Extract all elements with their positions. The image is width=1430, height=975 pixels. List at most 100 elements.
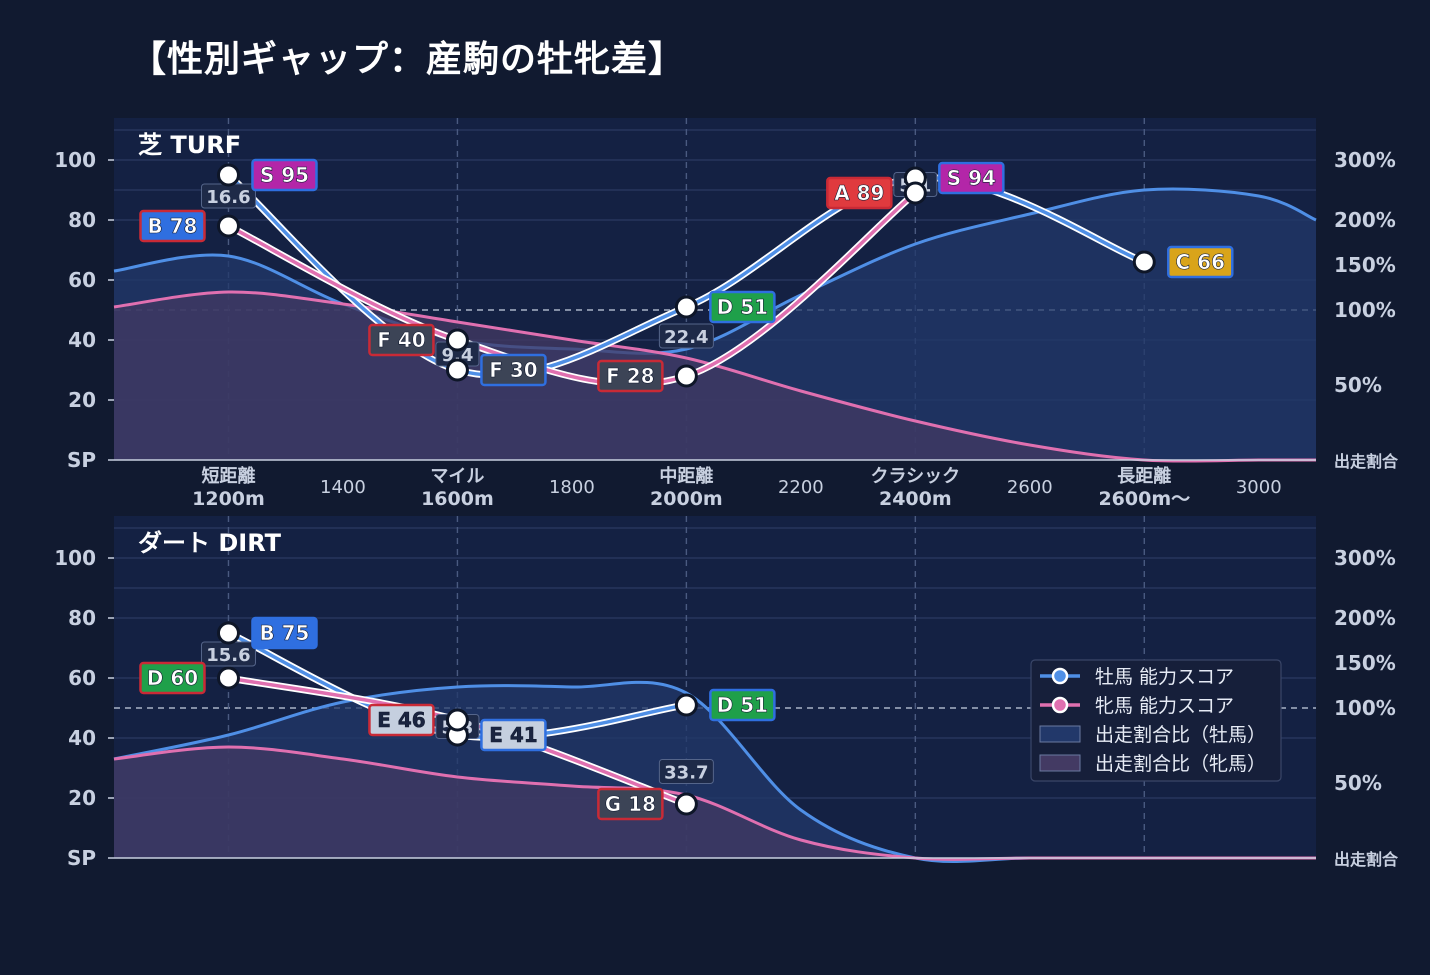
- y2-tick-label: 出走割合: [1334, 850, 1399, 869]
- y-tick-label: 20: [68, 786, 96, 810]
- male-score-marker: [216, 621, 240, 645]
- female-score-marker: [445, 708, 469, 732]
- y-tick-label: 100: [54, 148, 96, 172]
- y2-tick-label: 200%: [1334, 606, 1396, 630]
- male-score-badge: [709, 688, 776, 722]
- gap-label: 33.7: [664, 763, 708, 784]
- y-tick-label: 60: [68, 666, 96, 690]
- male-score-badge: [251, 616, 318, 650]
- y-tick-label: SP: [67, 846, 96, 870]
- page-title: 【性別ギャップ：産駒の牡牝差】: [130, 39, 686, 80]
- y-tick-label: 80: [68, 606, 96, 630]
- male-score-badge-label: D 51: [717, 693, 768, 717]
- y2-tick-label: 出走割合: [1334, 452, 1399, 471]
- x-tick-label: 1600m: [421, 488, 494, 510]
- chart-panel-1: SP 20 40 60 80 100 出走割合 50% 100% 150% 200% 300% ダート …: [54, 516, 1399, 870]
- male-score-badge: [938, 161, 1005, 195]
- y2-tick-label: 150%: [1334, 253, 1396, 277]
- x-tick-label: 3000: [1236, 477, 1282, 498]
- female-score-badge: [139, 209, 206, 243]
- male-score-badge-label: B 75: [259, 621, 309, 645]
- female-score-marker: [216, 666, 240, 690]
- male-score-badge: [480, 353, 547, 387]
- gap-label: 9.4: [441, 345, 473, 366]
- legend-fill-icon: [1039, 725, 1081, 743]
- female-ratio-area: [114, 747, 1316, 860]
- y-tick-label: 80: [68, 208, 96, 232]
- male-score-badge: [480, 718, 547, 752]
- female-score-marker: [216, 214, 240, 238]
- female-score-marker: [674, 792, 698, 816]
- female-score-badge-label: D 60: [147, 666, 198, 690]
- legend-marker-icon: [1051, 696, 1069, 714]
- panel-title: ダート DIRT: [138, 529, 282, 557]
- female-score-badge: [368, 703, 435, 737]
- female-score-badge-label: E 46: [377, 708, 425, 732]
- male-score-badge-label: E 41: [489, 723, 537, 747]
- y2-tick-label: 50%: [1334, 771, 1382, 795]
- legend-label: 出走割合比（牡馬）: [1095, 724, 1266, 746]
- male-score-badge-label: D 51: [717, 295, 768, 319]
- y2-tick-label: 100%: [1334, 298, 1396, 322]
- legend-box: [1030, 659, 1282, 782]
- female-score-marker: [445, 328, 469, 352]
- legend-marker-icon: [1051, 667, 1069, 685]
- female-score-marker: [674, 364, 698, 388]
- x-tick-label: 長距離: [1117, 465, 1171, 487]
- y-tick-label: 60: [68, 268, 96, 292]
- x-tick-label: マイル: [430, 466, 484, 487]
- legend-fill-icon: [1039, 754, 1081, 772]
- female-score-badge: [597, 359, 664, 393]
- legend-label: 出走割合比（牝馬）: [1095, 753, 1266, 775]
- x-tick-label: 2600m〜: [1098, 488, 1190, 510]
- legend-label: 牡馬 能力スコア: [1095, 666, 1234, 688]
- female-score-badge: [826, 176, 893, 210]
- chart-panel-0: SP 20 40 60 80 100 出走割合 50% 100% 150% 200% 300% 芝 TU…: [54, 118, 1399, 510]
- female-score-badge-label: F 40: [377, 328, 425, 352]
- x-tick-label: 1400: [320, 477, 366, 498]
- gap-label: 16.6: [206, 187, 250, 208]
- male-score-marker: [216, 163, 240, 187]
- panel-title: 芝 TURF: [138, 131, 241, 159]
- female-score-badge-label: F 28: [606, 364, 654, 388]
- y2-tick-label: 300%: [1334, 546, 1396, 570]
- male-score-badge: [251, 158, 318, 192]
- male-ratio-line: [113, 187, 1317, 355]
- y2-tick-label: 50%: [1334, 373, 1382, 397]
- female-score-badge: [597, 787, 664, 821]
- female-score-badge-label: G 18: [605, 792, 656, 816]
- gap-label-box: [658, 323, 714, 349]
- male-score-badge: [709, 290, 776, 324]
- legend-label: 牝馬 能力スコア: [1095, 695, 1234, 717]
- x-tick-label: 中距離: [659, 465, 713, 487]
- x-tick-label: 2600: [1007, 477, 1053, 498]
- x-tick-label: クラシック: [871, 466, 961, 487]
- y2-tick-label: 100%: [1334, 696, 1396, 720]
- x-tick-label: 1800: [549, 477, 595, 498]
- y2-tick-label: 200%: [1334, 208, 1396, 232]
- x-tick-label: 1200m: [192, 488, 265, 510]
- gap-label-box: [658, 759, 714, 784]
- x-tick-label: 短距離: [201, 465, 255, 487]
- male-score-marker: [1132, 250, 1156, 274]
- y-tick-label: 40: [68, 726, 96, 750]
- x-tick-label: 2200: [778, 477, 824, 498]
- female-score-marker: [903, 181, 927, 205]
- male-score-badge-label: C 66: [1176, 250, 1225, 274]
- female-score-badge-label: A 89: [834, 181, 884, 205]
- male-score-badge-label: S 95: [260, 163, 309, 187]
- gap-label: 22.4: [664, 327, 708, 348]
- male-score-badge-label: S 94: [947, 166, 996, 190]
- female-score-badge: [368, 323, 435, 357]
- male-score-marker: [674, 295, 698, 319]
- y2-tick-label: 150%: [1334, 651, 1396, 675]
- y2-tick-label: 300%: [1334, 148, 1396, 172]
- male-score-badge-label: F 30: [489, 358, 537, 382]
- female-score-line: [227, 191, 917, 386]
- female-score-badge: [139, 661, 206, 695]
- x-tick-label: 2000m: [650, 488, 723, 510]
- female-score-badge-label: B 78: [147, 214, 197, 238]
